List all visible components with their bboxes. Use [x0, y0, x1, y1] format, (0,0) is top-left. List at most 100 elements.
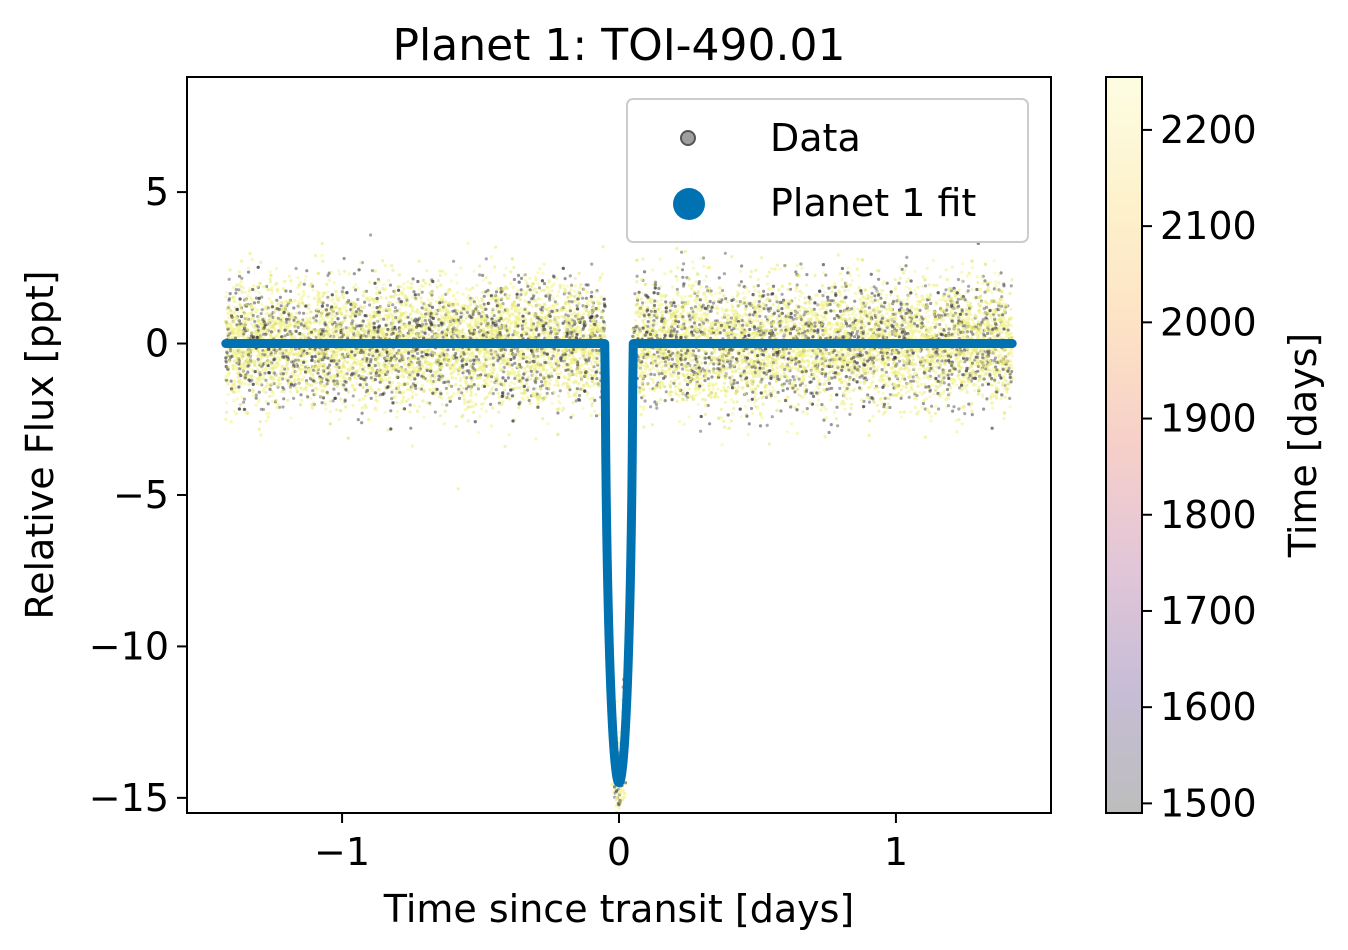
data-point	[736, 290, 740, 294]
data-point	[388, 380, 392, 384]
data-point	[717, 276, 721, 280]
data-point	[980, 377, 984, 381]
data-point	[918, 308, 922, 312]
data-point	[597, 321, 602, 325]
data-point	[762, 289, 766, 293]
data-point	[329, 270, 334, 274]
data-point	[813, 273, 817, 278]
data-point	[417, 259, 421, 263]
data-point	[411, 277, 415, 281]
data-point	[882, 280, 886, 284]
data-point	[622, 815, 625, 818]
data-point	[932, 283, 936, 287]
data-point	[569, 415, 573, 419]
data-point	[884, 307, 888, 311]
data-point	[581, 406, 585, 410]
data-point	[829, 423, 833, 427]
data-point	[419, 327, 423, 331]
data-point	[226, 392, 230, 396]
data-point	[452, 392, 456, 396]
data-point	[982, 377, 986, 381]
data-point	[338, 272, 342, 276]
data-point	[921, 298, 925, 302]
data-point	[534, 275, 538, 279]
data-point	[404, 311, 408, 315]
data-point	[749, 406, 754, 411]
data-point	[503, 444, 507, 449]
data-point	[884, 293, 889, 297]
data-point	[907, 277, 911, 281]
data-point	[907, 314, 911, 318]
data-point	[444, 272, 448, 276]
data-point	[302, 293, 307, 297]
data-point	[573, 276, 577, 281]
data-point	[253, 319, 257, 324]
data-point	[267, 297, 271, 301]
data-point	[534, 437, 538, 441]
data-point	[703, 398, 707, 402]
data-point	[528, 358, 532, 362]
data-point	[614, 820, 617, 823]
data-point	[952, 405, 956, 409]
data-point	[619, 825, 622, 828]
data-point	[283, 390, 287, 394]
data-point	[1008, 291, 1012, 296]
data-point	[398, 307, 402, 311]
data-point	[775, 366, 779, 370]
data-point	[514, 309, 518, 313]
data-point	[420, 383, 424, 387]
data-point	[528, 353, 532, 357]
data-point	[998, 363, 1002, 367]
data-point	[535, 370, 539, 374]
data-point	[307, 306, 311, 310]
data-point	[680, 250, 684, 254]
data-point	[715, 311, 720, 315]
data-point	[235, 397, 239, 401]
data-point	[507, 433, 511, 437]
data-point	[903, 268, 907, 272]
data-point	[925, 293, 929, 297]
data-point	[913, 288, 917, 292]
data-point	[909, 386, 913, 390]
data-point	[565, 309, 569, 313]
data-point	[509, 380, 513, 384]
data-point	[293, 299, 297, 303]
data-point	[699, 313, 704, 317]
data-point	[970, 409, 974, 413]
data-point	[986, 285, 990, 289]
data-point	[853, 299, 857, 303]
data-point	[785, 387, 790, 391]
data-point	[436, 279, 441, 283]
data-point	[467, 294, 471, 298]
data-point	[363, 300, 367, 304]
data-point	[779, 409, 783, 413]
data-point	[888, 405, 892, 410]
data-point	[901, 271, 906, 275]
data-point	[659, 298, 663, 302]
data-point	[705, 301, 710, 305]
data-point	[542, 282, 547, 286]
data-point	[639, 277, 644, 282]
data-point	[503, 273, 507, 277]
data-point	[737, 367, 741, 371]
data-point	[898, 379, 902, 383]
data-point	[880, 354, 885, 358]
data-point	[899, 415, 904, 419]
data-point	[512, 277, 517, 282]
data-point	[664, 390, 668, 394]
data-point	[857, 290, 861, 295]
data-point	[378, 317, 383, 321]
data-point	[311, 288, 315, 292]
data-point	[497, 410, 501, 414]
data-point	[595, 377, 599, 381]
data-point	[835, 405, 839, 409]
data-point	[280, 389, 284, 394]
data-point	[643, 370, 647, 374]
data-point	[923, 284, 928, 288]
data-point	[842, 384, 846, 389]
data-point	[478, 273, 482, 277]
data-point	[350, 363, 354, 367]
data-points	[224, 212, 1014, 828]
data-point	[475, 296, 479, 300]
data-point	[506, 392, 510, 396]
